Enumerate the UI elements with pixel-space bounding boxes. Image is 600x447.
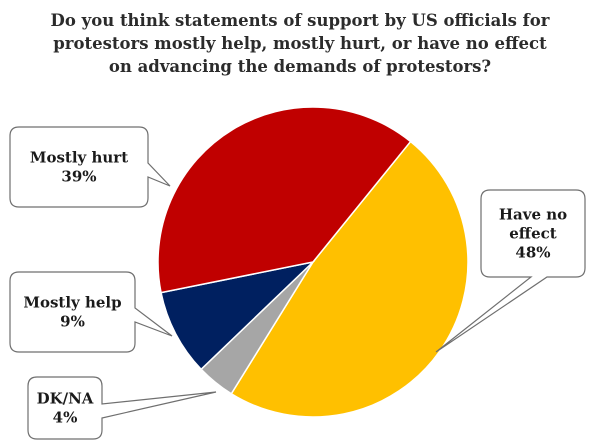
data-label-mostly-help-line-1: Mostly help (23, 294, 121, 312)
chart-title-line-1: Do you think statements of support by US… (51, 11, 550, 30)
data-label-dk-na-value: 4% (53, 409, 78, 427)
callout-box-have-no-effect (435, 189, 586, 353)
pie-slice-have-no-effect (230, 140, 469, 418)
callout-box-mostly-hurt (9, 126, 171, 208)
callout-box-mostly-help (9, 271, 173, 353)
data-label-mostly-hurt-value: 39% (61, 168, 96, 186)
pie-slice-mostly-hurt (157, 106, 412, 294)
data-label-have-no-effect-line-1: Have no (499, 206, 567, 224)
data-label-mostly-help-value: 9% (60, 313, 85, 331)
data-label-have-no-effect-value: 48% (515, 244, 550, 262)
data-label-dk-na-line-1: DK/NA (37, 390, 94, 408)
callout-dk-na: DK/NA4% (27, 376, 217, 440)
chart-title-line-2: protestors mostly help, mostly hurt, or … (53, 34, 547, 53)
chart-title: Do you think statements of support by US… (51, 11, 550, 76)
data-label-mostly-hurt-line-1: Mostly hurt (30, 149, 128, 167)
pie-slices (157, 106, 469, 418)
data-label-have-no-effect-line-2: effect (509, 225, 557, 243)
chart-title-line-3: on advancing the demands of protestors? (109, 57, 491, 76)
callout-box-dk-na (27, 376, 217, 440)
pie-slice-mostly-help (160, 260, 316, 371)
